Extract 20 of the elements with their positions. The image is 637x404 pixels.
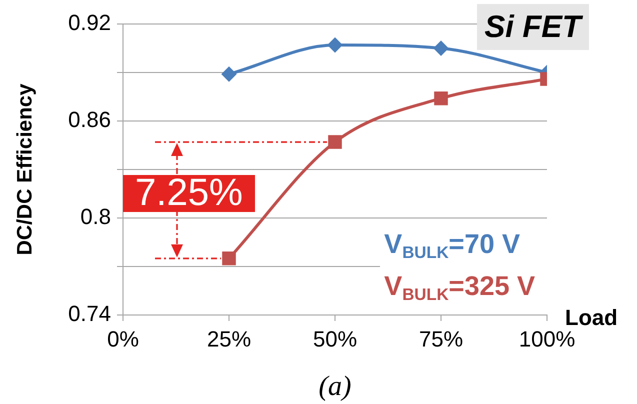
point [328,135,342,149]
text: V$_{BULK}$=70 V [384,228,521,264]
text: V$_{BULK}$=325 V [384,270,535,306]
x-tick-label: 25% [206,326,252,352]
y-tick-label: 0.8 [80,204,111,230]
y-tick-label: 0.86 [68,107,111,132]
text: (a) [318,371,352,403]
x-tick-label: 75% [418,326,464,352]
point [434,40,448,56]
y-tick-label: 0.74 [68,301,111,326]
x-tick-label: 50% [312,326,358,352]
x-tick-label: 0% [107,326,139,352]
y-axis-title: DC/DC Efficiency [13,83,36,256]
y-tick-label: 0.92 [68,10,111,36]
point [222,66,236,82]
annotation: 7.25% [123,172,255,214]
point [328,38,342,53]
point [222,252,236,266]
chart-title: Si FET [476,4,589,50]
point [434,92,448,106]
